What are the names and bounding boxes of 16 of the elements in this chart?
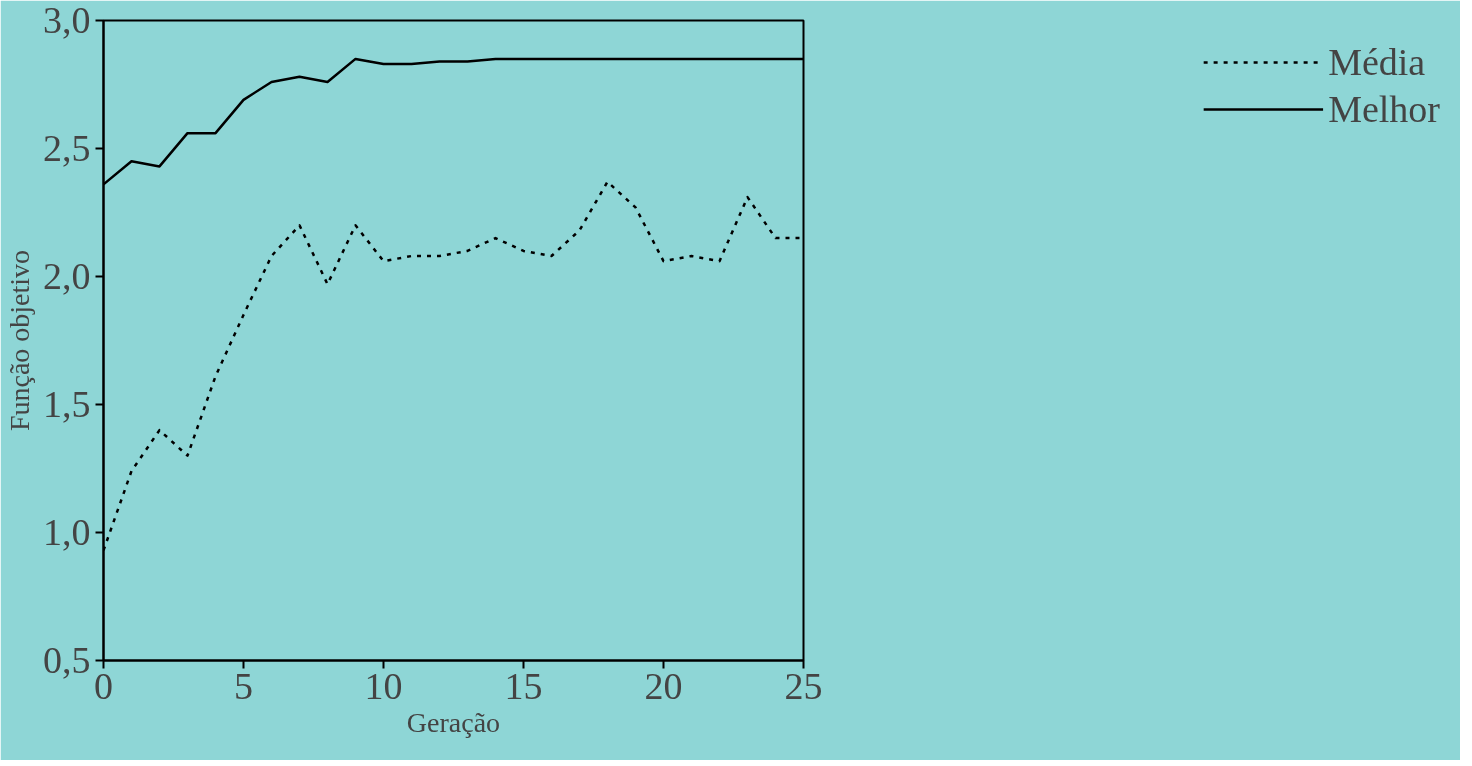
x-tick-label: 15 xyxy=(504,664,543,707)
y-tick-label: 3,0 xyxy=(43,0,91,41)
y-tick-label: 2,5 xyxy=(43,127,91,169)
y-tick-label: 1,5 xyxy=(43,383,91,425)
x-axis-title: Geração xyxy=(406,706,501,738)
y-axis-title: Função objetivo xyxy=(4,249,35,432)
legend-label: Melhor xyxy=(1328,87,1440,131)
x-tick-label: 25 xyxy=(784,664,823,707)
y-tick-label: 1,0 xyxy=(43,511,91,553)
x-tick-label: 5 xyxy=(234,664,253,707)
y-tick-label: 0,5 xyxy=(43,639,91,681)
x-tick-label: 20 xyxy=(644,664,683,707)
x-tick-label: 0 xyxy=(94,664,113,707)
legend-label: Média xyxy=(1328,40,1426,84)
x-tick-label: 10 xyxy=(364,664,403,707)
y-tick-label: 2,0 xyxy=(43,255,91,297)
